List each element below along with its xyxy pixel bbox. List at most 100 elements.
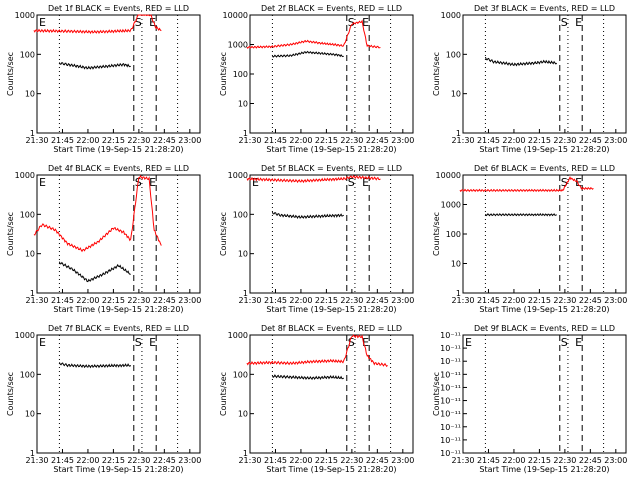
- x-tick-label: 22:45: [366, 456, 389, 465]
- x-axis-label: Start Time (19-Sep-15 21:28:20): [53, 305, 183, 314]
- plot-frame: [249, 174, 414, 294]
- y-tick-label: 10⁻¹¹: [440, 449, 461, 458]
- event-marker: S: [561, 176, 568, 189]
- y-tick-label: 100: [20, 370, 35, 379]
- x-tick-label: 23:00: [391, 136, 414, 145]
- y-tick-label: 10: [238, 410, 248, 419]
- x-tick-label: 22:30: [340, 456, 363, 465]
- lld-series-line: [246, 334, 388, 368]
- x-tick-label: 22:30: [127, 296, 150, 305]
- x-axis-label: Start Time (19-Sep-15 21:28:20): [266, 305, 396, 314]
- x-tick-label: 21:45: [51, 136, 74, 145]
- x-tick-label: 21:30: [25, 456, 48, 465]
- y-axis-label: Counts/sec: [432, 212, 441, 256]
- event-marker: S: [348, 336, 355, 349]
- x-tick-label: 22:30: [127, 136, 150, 145]
- y-tick-label: 10⁻¹¹: [440, 410, 461, 419]
- y-tick-label: 1000: [441, 11, 461, 20]
- plot-frame: [462, 334, 627, 454]
- panel-title: Det 6f BLACK = Events, RED = LLD: [474, 164, 615, 173]
- panel-det-1: Det 1f BLACK = Events, RED = LLD 1 10 100 10…: [6, 4, 201, 154]
- y-tick-label: 10000: [436, 171, 461, 180]
- x-tick-label: 22:00: [76, 136, 99, 145]
- event-marker: S: [561, 336, 568, 349]
- y-axis-label: Counts/sec: [6, 372, 15, 416]
- y-tick-label: 10⁻¹¹: [440, 331, 461, 340]
- x-tick-label: 22:00: [289, 136, 312, 145]
- event-marker: E: [39, 16, 46, 29]
- plot-frame: [36, 174, 201, 294]
- y-tick-label: 100: [233, 210, 248, 219]
- y-tick-label: 1: [456, 289, 461, 298]
- panel-title: Det 5f BLACK = Events, RED = LLD: [261, 164, 402, 173]
- events-series-line: [58, 362, 132, 369]
- events-series-line: [271, 374, 344, 381]
- panel-det-2: Det 2f BLACK = Events, RED = LLD 1 10 100 10…: [219, 4, 414, 154]
- x-tick-label: 22:30: [553, 456, 576, 465]
- events-series-line: [484, 212, 557, 217]
- y-tick-label: 10⁻¹¹: [440, 436, 461, 445]
- event-marker: E: [149, 336, 156, 349]
- y-tick-label: 1: [30, 449, 35, 458]
- y-tick-label: 10: [25, 90, 35, 99]
- x-tick-label: 21:30: [238, 296, 261, 305]
- event-marker: E: [362, 336, 369, 349]
- plot-frame: [462, 174, 627, 294]
- x-tick-label: 23:00: [604, 136, 627, 145]
- y-tick-label: 10: [451, 90, 461, 99]
- events-series-line: [271, 211, 344, 220]
- x-tick-label: 21:30: [25, 296, 48, 305]
- x-tick-label: 22:00: [502, 456, 525, 465]
- x-tick-label: 22:15: [315, 456, 338, 465]
- plot-frame: [36, 334, 201, 454]
- x-tick-label: 22:15: [315, 136, 338, 145]
- x-axis-label: Start Time (19-Sep-15 21:28:20): [266, 145, 396, 154]
- x-axis-label: Start Time (19-Sep-15 21:28:20): [479, 305, 609, 314]
- y-tick-label: 1000: [15, 171, 35, 180]
- plot-frame: [249, 14, 414, 134]
- x-tick-label: 22:30: [340, 136, 363, 145]
- x-tick-label: 22:00: [289, 456, 312, 465]
- event-marker: E: [575, 176, 582, 189]
- x-tick-label: 23:00: [391, 456, 414, 465]
- y-tick-label: 1000: [228, 171, 248, 180]
- event-marker: E: [362, 16, 369, 29]
- x-tick-label: 23:00: [391, 296, 414, 305]
- event-marker: S: [348, 16, 355, 29]
- y-tick-label: 10: [238, 100, 248, 109]
- y-tick-label: 1: [243, 289, 248, 298]
- panel-title: Det 7f BLACK = Events, RED = LLD: [48, 324, 189, 333]
- x-tick-label: 22:45: [153, 456, 176, 465]
- y-tick-label: 10⁻¹¹: [440, 423, 461, 432]
- x-tick-label: 23:00: [604, 296, 627, 305]
- x-tick-label: 21:30: [238, 136, 261, 145]
- x-tick-label: 21:30: [451, 456, 474, 465]
- y-tick-label: 100: [446, 50, 461, 59]
- y-tick-label: 100: [446, 230, 461, 239]
- y-tick-label: 1: [243, 129, 248, 138]
- panel-det-7: Det 7f BLACK = Events, RED = LLD 1 10 100 10…: [6, 324, 201, 474]
- event-marker: E: [362, 176, 369, 189]
- y-tick-label: 10⁻¹¹: [440, 397, 461, 406]
- x-tick-label: 22:00: [502, 296, 525, 305]
- y-tick-label: 100: [233, 370, 248, 379]
- lld-series-line: [33, 14, 162, 35]
- plot-frame: [462, 14, 627, 134]
- x-tick-label: 22:00: [502, 136, 525, 145]
- y-tick-label: 1000: [228, 331, 248, 340]
- y-tick-label: 1: [30, 289, 35, 298]
- x-tick-label: 22:45: [153, 136, 176, 145]
- x-tick-label: 21:45: [264, 456, 287, 465]
- panel-title: Det 1f BLACK = Events, RED = LLD: [48, 4, 189, 13]
- lld-series-line: [459, 176, 594, 193]
- x-tick-label: 22:30: [553, 296, 576, 305]
- x-tick-label: 22:15: [528, 136, 551, 145]
- x-tick-label: 22:30: [553, 136, 576, 145]
- plot-frame: [249, 334, 414, 454]
- x-tick-label: 22:15: [102, 136, 125, 145]
- x-tick-label: 22:15: [102, 456, 125, 465]
- y-tick-label: 1: [243, 449, 248, 458]
- y-tick-label: 10000: [223, 11, 248, 20]
- x-tick-label: 21:30: [238, 456, 261, 465]
- y-axis-label: Counts/sec: [219, 212, 228, 256]
